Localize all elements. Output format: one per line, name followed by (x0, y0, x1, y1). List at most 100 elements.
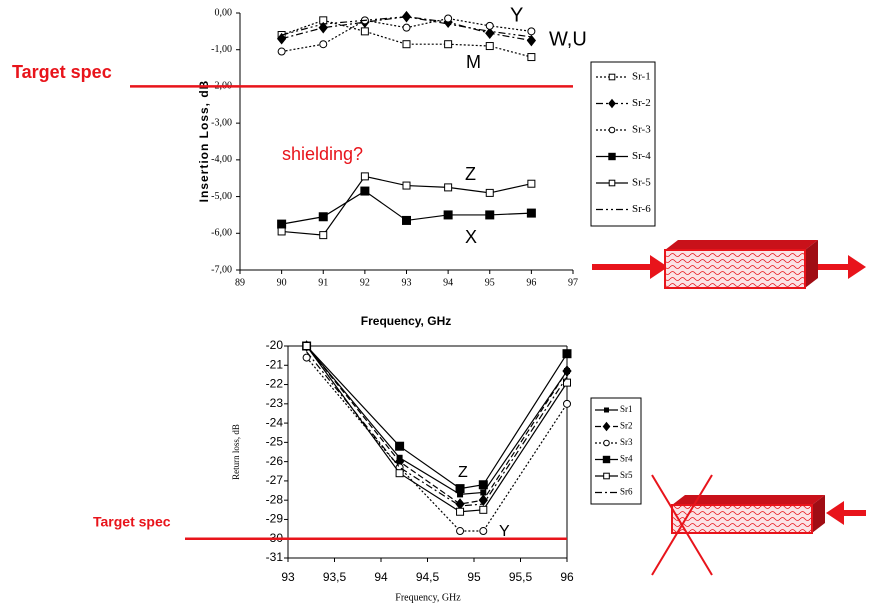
x-tick-label: 95 (485, 277, 495, 288)
x-tick-label: 95 (467, 570, 481, 584)
reflection-illustration (651, 474, 866, 576)
legend-label: Sr4 (620, 454, 633, 464)
data-point (527, 27, 536, 36)
legend-marker (608, 126, 616, 134)
data-point (478, 494, 488, 506)
y-tick-label: 0,00 (215, 7, 233, 18)
data-point (455, 484, 465, 494)
data-point (402, 215, 411, 225)
series-line (306, 357, 568, 532)
legend-label: Sr-4 (632, 150, 651, 162)
annotation: Z (458, 464, 468, 481)
data-point (527, 53, 536, 62)
legend-marker (608, 73, 616, 81)
data-point (395, 469, 404, 478)
annotation: M (466, 52, 481, 72)
data-point (444, 183, 453, 192)
x-tick-label: 94,5 (416, 570, 440, 584)
legend-label: Sr5 (620, 470, 633, 480)
x-tick-label: 91 (318, 277, 328, 288)
series-line (306, 345, 568, 505)
y-tick-label: -20 (266, 338, 284, 352)
legend-label: Sr3 (620, 437, 633, 447)
y-tick-label: -1,00 (211, 44, 232, 55)
x-axis-title: Frequency, GHz (395, 592, 461, 603)
legend-marker (602, 455, 611, 464)
legend-label: Sr-1 (632, 71, 651, 83)
legend-marker (604, 407, 609, 413)
data-point (456, 527, 465, 536)
x-tick-label: 94 (374, 570, 388, 584)
data-point (485, 188, 494, 197)
through-illustration (592, 240, 866, 289)
data-point (302, 342, 311, 350)
data-point (319, 231, 328, 240)
y-tick-label: -6,00 (211, 228, 232, 239)
x-tick-label: 96 (560, 570, 574, 584)
legend-marker (608, 98, 616, 109)
data-point (318, 212, 328, 222)
data-point (277, 219, 287, 229)
legend-label: Sr6 (620, 487, 633, 497)
data-point (478, 480, 488, 490)
x-tick-label: 93,5 (323, 570, 347, 584)
annotation: Y (510, 4, 523, 26)
series-line (281, 16, 532, 38)
data-point (444, 14, 453, 23)
data-point (485, 21, 494, 30)
y-tick-label: -21 (266, 357, 284, 371)
x-tick-label: 95,5 (509, 570, 533, 584)
legend-marker (603, 472, 610, 480)
data-point (485, 27, 495, 39)
data-point (276, 32, 287, 45)
data-point (402, 181, 411, 190)
y-tick-label: -4,00 (211, 154, 232, 165)
annotation: Z (465, 164, 476, 184)
data-point (527, 179, 536, 188)
y-tick-label: -28 (266, 492, 284, 506)
data-point (562, 349, 572, 359)
data-point (360, 172, 369, 181)
x-axis-title: Frequency, GHz (361, 314, 451, 328)
data-point (277, 47, 286, 56)
y-tick-label: -23 (266, 396, 284, 410)
data-point (318, 21, 328, 34)
y-tick-label: -26 (266, 454, 284, 468)
legend-label: Sr-6 (632, 203, 651, 215)
x-tick-label: 97 (568, 277, 578, 288)
data-point (302, 353, 311, 362)
y-tick-label: -29 (266, 512, 284, 526)
data-point (563, 399, 571, 408)
legend-label: Sr-2 (632, 97, 651, 109)
y-tick-label: -27 (266, 473, 284, 487)
x-tick-label: 94 (443, 277, 453, 288)
target-label: Target spec (12, 62, 112, 82)
data-point (360, 186, 370, 196)
series-line (306, 345, 568, 513)
legend-marker (603, 439, 610, 447)
data-point (456, 507, 465, 516)
legend-marker (602, 421, 611, 432)
data-point (395, 441, 405, 451)
data-point (444, 40, 453, 49)
x-tick-label: 93 (402, 277, 412, 288)
y-axis-title: Insertion Loss, dB (197, 80, 211, 203)
data-point (563, 378, 571, 387)
data-point (479, 527, 488, 536)
y-tick-label: -7,00 (211, 264, 232, 275)
legend-marker (608, 152, 616, 161)
legend-label: Sr-5 (632, 177, 651, 189)
data-point (360, 27, 369, 36)
legend-label: Sr1 (620, 404, 633, 414)
y-tick-label: -31 (266, 550, 284, 564)
data-point (485, 210, 495, 220)
annotation: Y (499, 523, 510, 540)
x-tick-label: 93 (281, 570, 295, 584)
x-tick-label: 89 (235, 277, 245, 288)
y-tick-label: -22 (266, 377, 284, 391)
data-point (526, 208, 536, 218)
annotation: shielding? (282, 144, 363, 164)
data-point (479, 505, 488, 514)
